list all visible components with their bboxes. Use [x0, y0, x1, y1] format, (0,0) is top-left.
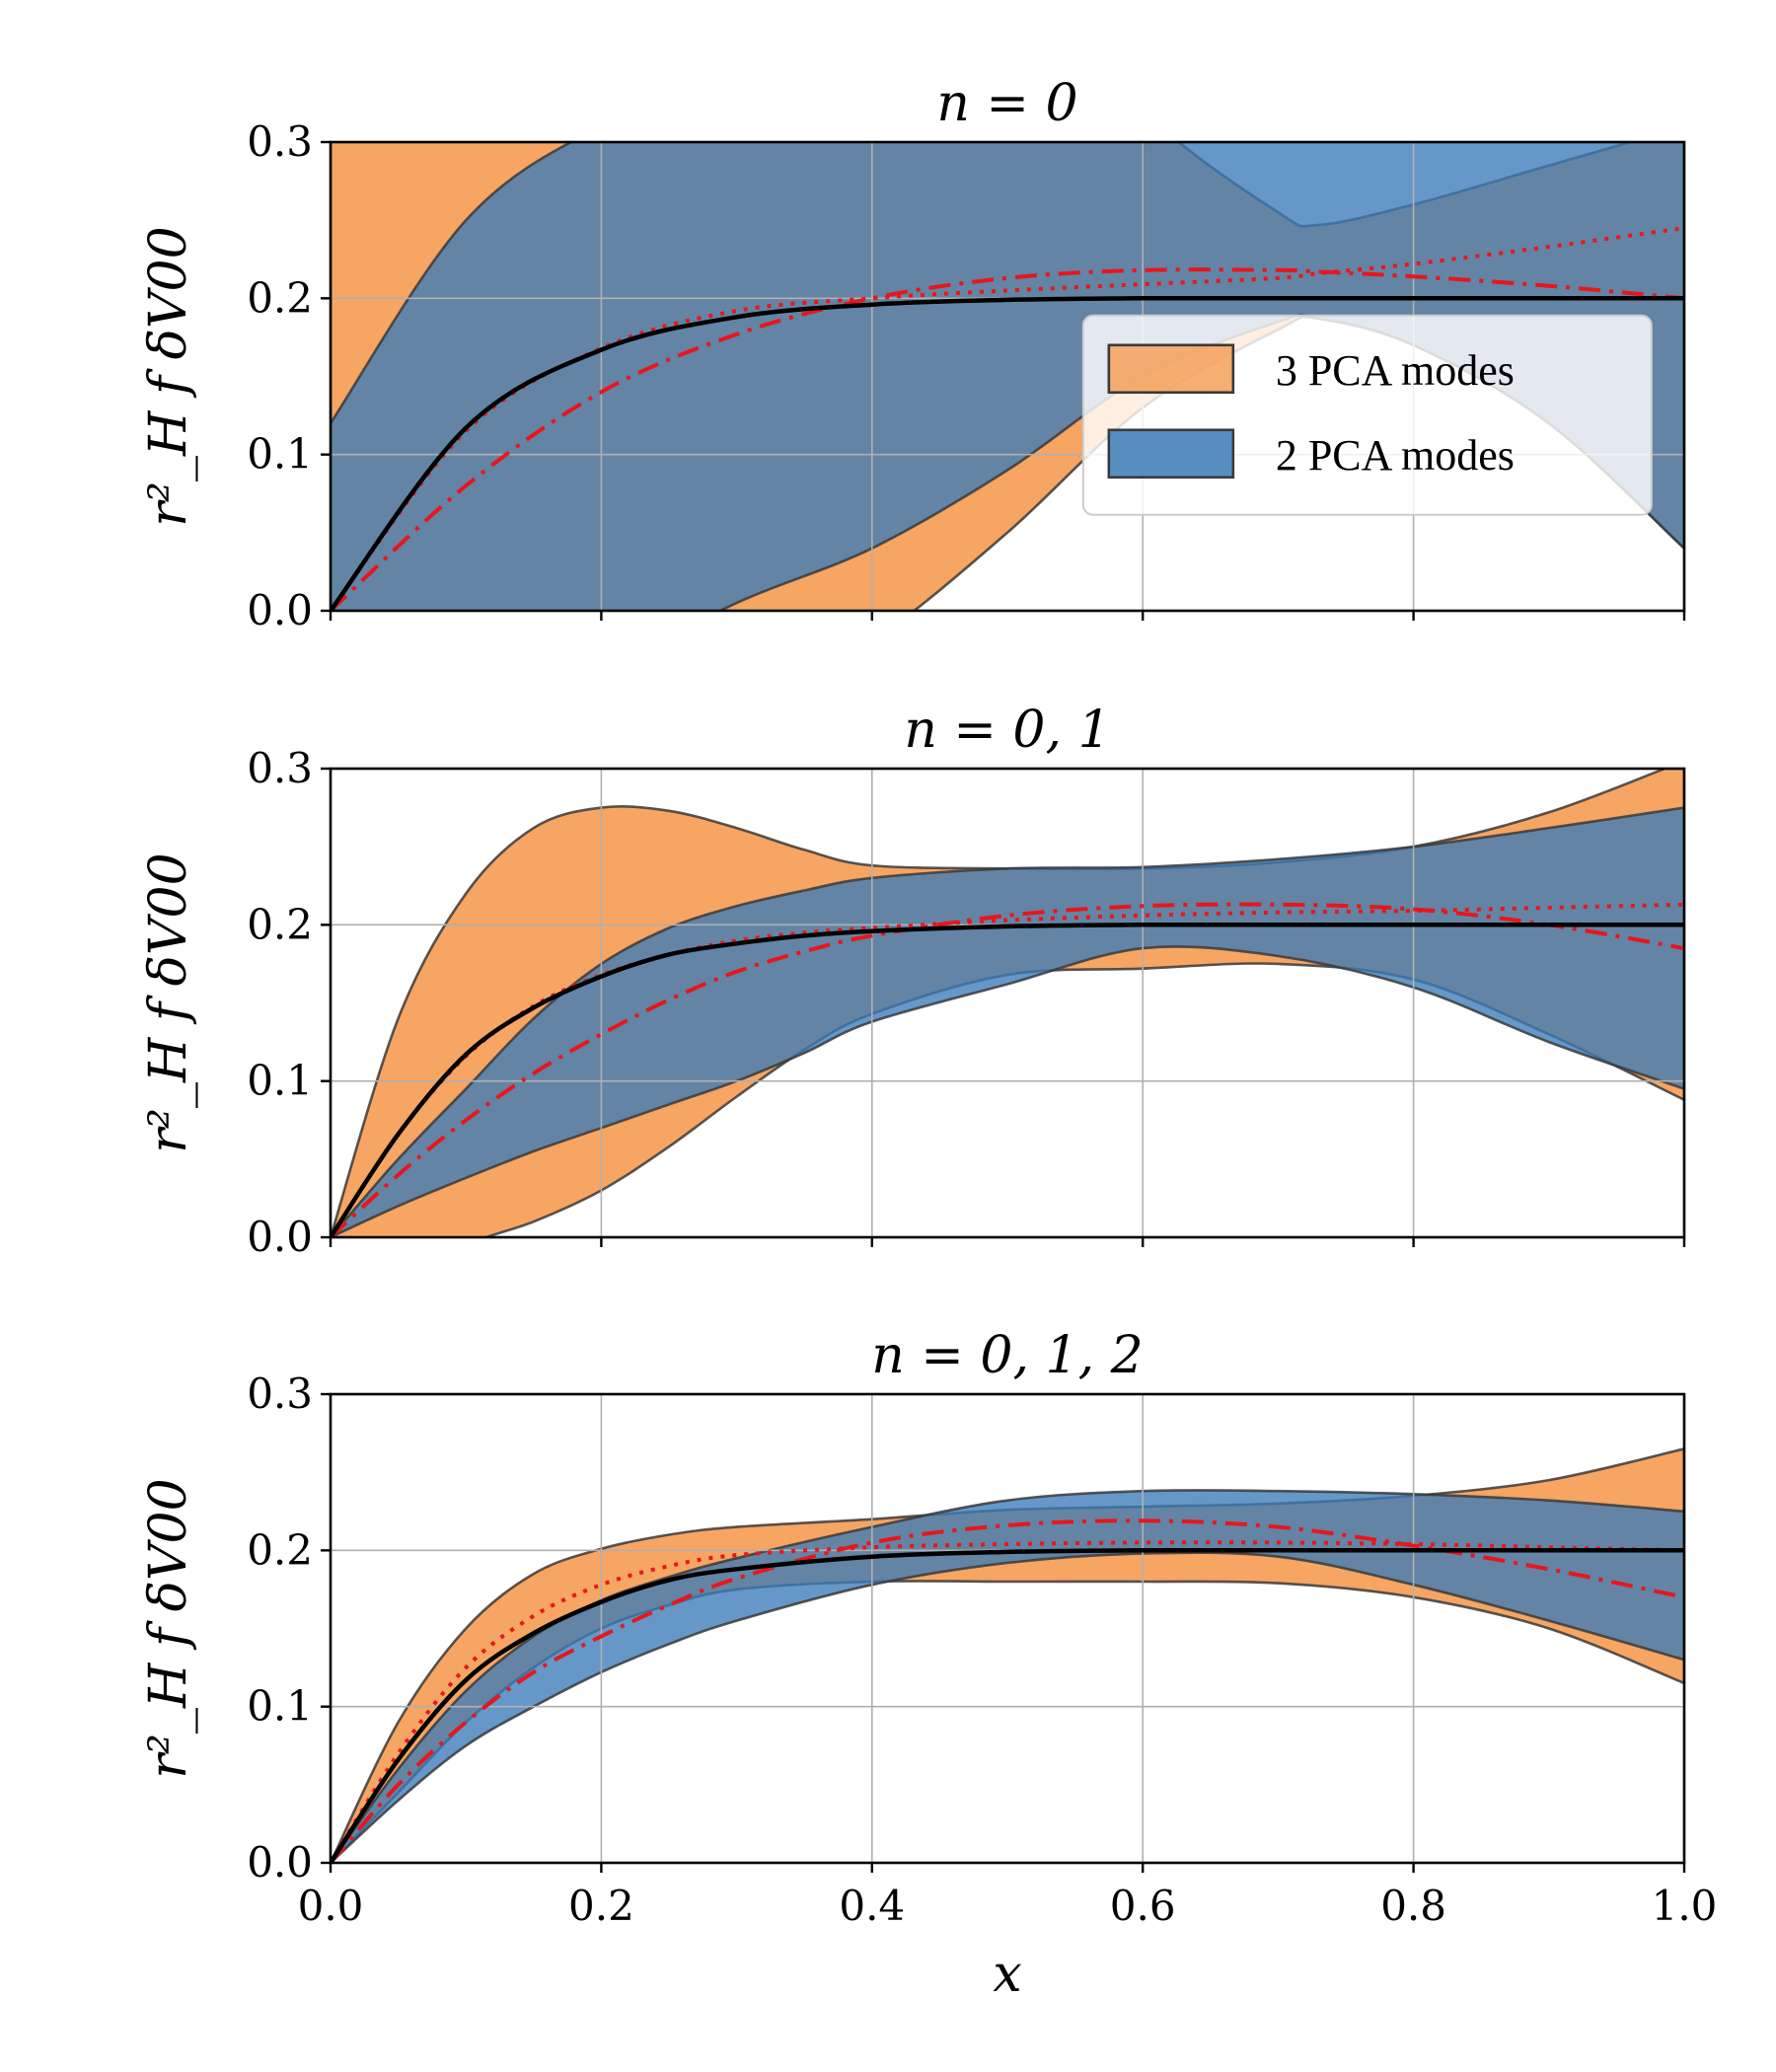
x-tick-label: 0.6 — [1110, 1882, 1176, 1930]
dashdot-model-curve — [331, 267, 1684, 611]
axes-frame — [329, 140, 1686, 613]
true-curve — [331, 295, 1684, 611]
y-axis-label: r²_H f δV00 — [139, 852, 198, 1152]
legend-label: 3 PCA modes — [1276, 346, 1515, 395]
true-curve — [331, 922, 1684, 1237]
dashdot-model-curve — [331, 1518, 1684, 1863]
legend-swatch — [1107, 428, 1235, 480]
y-tick-label: 0.3 — [247, 744, 313, 792]
x-axis-label: x — [993, 1945, 1021, 2004]
legend-swatch — [1107, 343, 1235, 395]
panel-3: n = 0, 1, 2 0.0 0.1 0.2 0.3 0.0 0.2 0.4 0.6 0.8 1.… — [139, 1326, 1717, 2004]
axes-frame — [329, 767, 1686, 1239]
y-tick-label: 0.3 — [247, 117, 313, 166]
x-tick-label: 0.2 — [568, 1882, 634, 1930]
legend-label: 2 PCA modes — [1276, 431, 1515, 480]
x-tick-label: 1.0 — [1652, 1882, 1718, 1930]
panel-2: n = 0, 1 0.0 0.1 0.2 0.3 r²_H f δV00 — [139, 701, 1686, 1261]
band-2-pca-modes — [331, 142, 1684, 611]
y-tick-label: 0.0 — [247, 1213, 313, 1261]
true-curve — [331, 1547, 1684, 1863]
y-axis-label: r²_H f δV00 — [139, 226, 198, 526]
y-tick-label: 0.2 — [247, 900, 313, 948]
x-tick-label: 0.4 — [839, 1882, 905, 1930]
y-tick-label: 0.1 — [247, 1057, 313, 1105]
panel-title: n = 0, 1 — [904, 701, 1110, 760]
x-tick-label: 0.8 — [1380, 1882, 1446, 1930]
dotted-model-curve — [331, 902, 1684, 1237]
y-tick-label: 0.1 — [247, 430, 313, 479]
y-tick-label: 0.0 — [247, 1838, 313, 1887]
legend: 3 PCA modes 2 PCA modes — [1081, 314, 1653, 516]
panel-title: n = 0, 1, 2 — [871, 1326, 1144, 1385]
y-axis-label: r²_H f δV00 — [139, 1478, 198, 1778]
y-tick-label: 0.0 — [247, 586, 313, 634]
y-tick-label: 0.1 — [247, 1682, 313, 1731]
y-tick-label: 0.2 — [247, 273, 313, 322]
panel-1: n = 0 0.0 0.1 0.2 0.3 r²_H f δV00 3 PCA modes 2… — [139, 74, 1686, 634]
x-tick-label: 0.0 — [298, 1882, 364, 1930]
y-tick-label: 0.3 — [247, 1369, 313, 1418]
y-tick-label: 0.2 — [247, 1525, 313, 1574]
panel-title: n = 0 — [936, 74, 1077, 133]
axes-frame — [329, 1392, 1686, 1865]
